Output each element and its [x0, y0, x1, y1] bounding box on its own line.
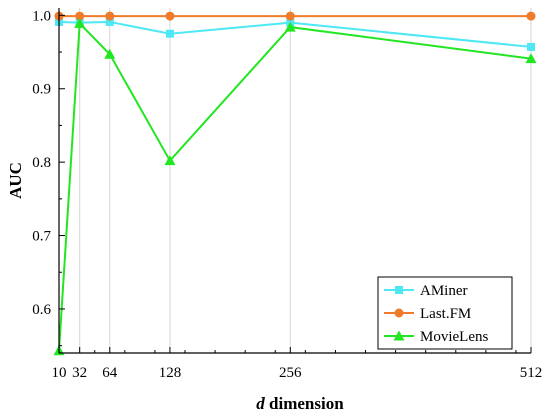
data-point [105, 11, 115, 21]
legend-marker [393, 330, 405, 341]
x-tick-label: 128 [159, 365, 182, 381]
data-point [525, 53, 537, 64]
y-tick-label: 0.9 [32, 82, 51, 98]
legend-marker [395, 286, 403, 294]
series-line-movielens [58, 21, 532, 351]
axes: 0.6 0.7 0.8 0.9 1.0 10 32 64 128 256 512 [32, 8, 542, 381]
legend-marker [394, 308, 404, 318]
grid-lines [79, 8, 532, 353]
x-axis-title-variable: d [256, 394, 265, 413]
legend: AMiner Last.FM MovieLens [377, 276, 513, 350]
x-tick-label: 64 [102, 365, 118, 381]
legend-label: AMiner [420, 283, 468, 299]
data-point [164, 155, 176, 166]
x-tick-label: 256 [279, 365, 302, 381]
data-point [75, 11, 85, 21]
data-point [105, 17, 114, 26]
series-line-aminer [58, 20, 532, 48]
x-tick-label: 10 [52, 365, 67, 381]
series-layer [53, 11, 537, 356]
x-tick-label: 512 [520, 365, 543, 381]
y-tick-label: 0.7 [32, 229, 51, 245]
data-point [526, 11, 536, 21]
legend-label: Last.FM [420, 306, 471, 322]
data-point [285, 11, 295, 21]
data-point [74, 17, 86, 28]
data-point [104, 48, 116, 59]
data-point [165, 29, 174, 38]
data-point [527, 42, 535, 51]
x-axis-title-text: dimension [265, 394, 344, 413]
x-axis-title: d dimension [256, 394, 344, 413]
y-tick-label: 0.8 [32, 155, 51, 171]
data-point [165, 11, 175, 21]
y-tick-label: 1.0 [32, 8, 51, 24]
data-point [284, 21, 296, 32]
x-tick-label: 32 [72, 365, 87, 381]
legend-label: MovieLens [420, 329, 488, 345]
y-tick-label: 0.6 [32, 302, 51, 318]
y-axis-title: AUC [6, 162, 25, 199]
